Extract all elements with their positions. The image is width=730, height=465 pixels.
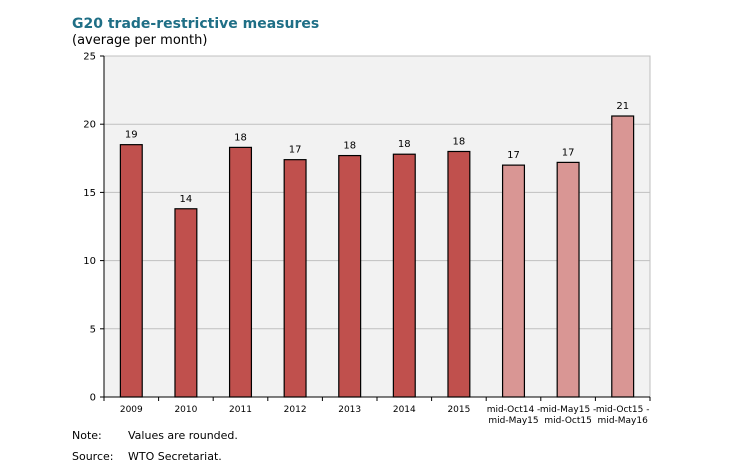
y-tick-label: 10 — [83, 256, 96, 267]
note-line: Note: Values are rounded. — [72, 429, 238, 442]
chart-title: G20 trade-restrictive measures — [72, 16, 320, 32]
bar — [283, 159, 307, 398]
bar — [338, 154, 362, 398]
source-label: Source: — [72, 450, 114, 463]
note-text: Values are rounded. — [128, 429, 238, 442]
data-label: 17 — [507, 150, 520, 161]
x-tick-label: mid-Oct15 — [544, 416, 592, 426]
y-tick-label: 15 — [83, 188, 96, 199]
x-tick-label: 2014 — [393, 405, 416, 415]
data-label: 18 — [234, 132, 247, 143]
data-label: 18 — [398, 139, 411, 150]
x-tick-label: 2015 — [447, 405, 470, 415]
data-label: 19 — [125, 130, 138, 141]
y-tick-label: 25 — [83, 52, 96, 63]
bar — [611, 115, 635, 398]
y-tick-label: 20 — [83, 120, 96, 131]
bar — [119, 144, 143, 398]
x-tick-label: mid-Oct15 - — [596, 405, 650, 415]
x-tick-label: mid-May15 — [488, 416, 538, 426]
bar — [447, 150, 471, 398]
y-tick-label: 0 — [90, 393, 96, 404]
y-tick-label: 5 — [90, 324, 96, 335]
source-line: Source: WTO Secretariat. — [72, 450, 222, 463]
data-label: 21 — [616, 101, 629, 112]
data-label: 17 — [562, 147, 575, 158]
data-label: 17 — [289, 145, 302, 156]
x-tick-label: mid-May15 - — [540, 405, 596, 415]
x-tick-label: mid-May16 — [598, 416, 649, 426]
x-tick-label: 2010 — [174, 405, 197, 415]
x-tick-label: mid-Oct14 - — [487, 405, 541, 415]
bar — [174, 208, 198, 398]
source-text: WTO Secretariat. — [128, 450, 222, 463]
note-label: Note: — [72, 429, 102, 442]
data-label: 18 — [343, 141, 356, 152]
x-tick-label: 2012 — [284, 405, 307, 415]
x-tick-label: 2013 — [338, 405, 361, 415]
bar — [501, 164, 526, 398]
bar — [228, 146, 253, 398]
x-tick-label: 2009 — [120, 405, 143, 415]
data-label: 18 — [453, 136, 466, 147]
x-tick-label: 2011 — [229, 405, 252, 415]
chart-subtitle: (average per month) — [72, 33, 208, 48]
bar — [392, 153, 416, 398]
data-label: 14 — [180, 194, 193, 205]
bar — [556, 161, 580, 398]
